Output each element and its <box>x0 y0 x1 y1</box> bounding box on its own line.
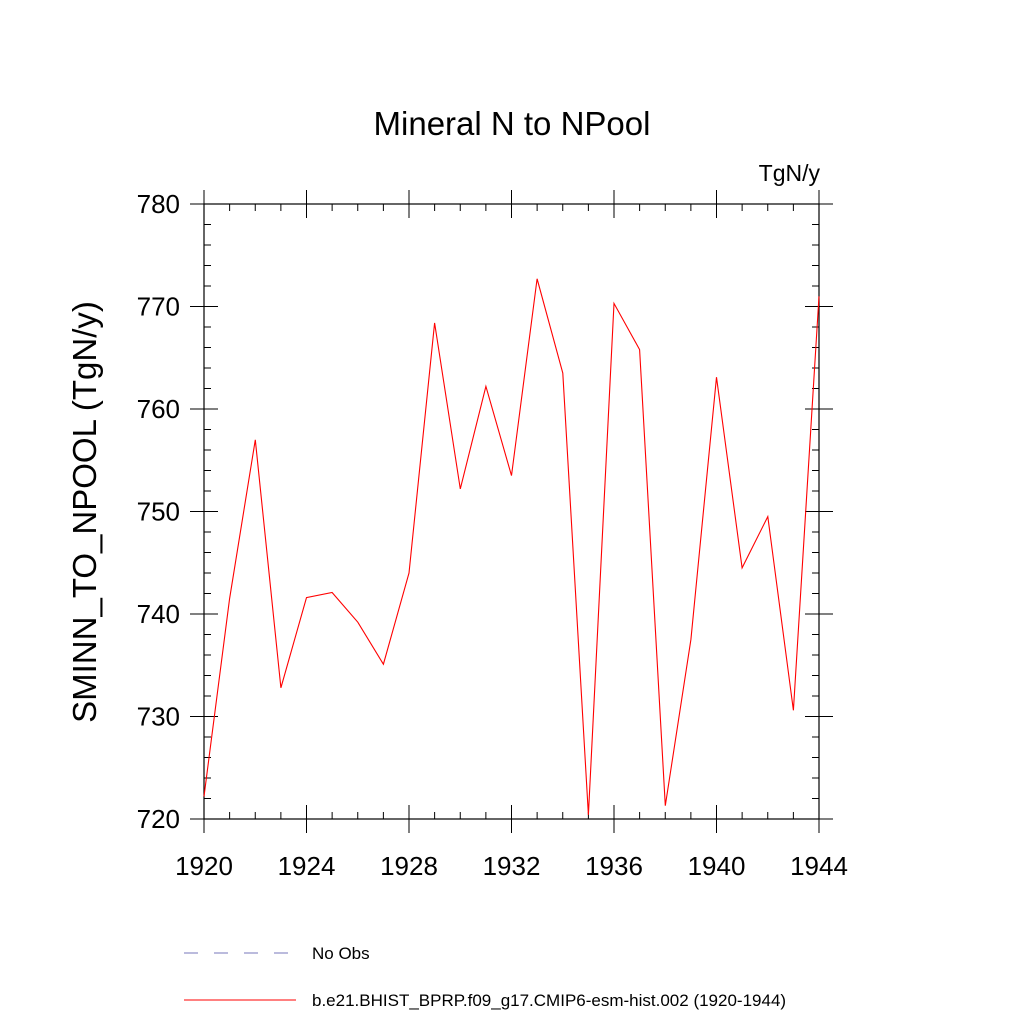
y-tick-label: 720 <box>137 804 180 834</box>
units-label: TgN/y <box>759 160 821 186</box>
axis-ticks <box>190 190 833 833</box>
x-tick-label: 1944 <box>790 851 848 881</box>
legend: No Obs b.e21.BHIST_BPRP.f09_g17.CMIP6-esm… <box>184 944 786 1010</box>
legend-label: No Obs <box>312 944 370 963</box>
legend-label: b.e21.BHIST_BPRP.f09_g17.CMIP6-esm-hist.… <box>312 991 786 1010</box>
y-tick-label: 770 <box>137 292 180 322</box>
y-tick-label: 730 <box>137 702 180 732</box>
x-tick-labels: 1920 1924 1928 1932 1936 1940 1944 <box>175 851 848 881</box>
series-group <box>203 278 820 815</box>
series-line <box>203 278 820 815</box>
x-tick-label: 1924 <box>278 851 336 881</box>
x-tick-label: 1936 <box>585 851 643 881</box>
y-tick-labels: 720 730 740 750 760 770 780 <box>137 189 180 834</box>
y-tick-label: 760 <box>137 394 180 424</box>
y-tick-label: 740 <box>137 599 180 629</box>
x-tick-label: 1932 <box>483 851 541 881</box>
y-tick-label: 780 <box>137 189 180 219</box>
chart-title: Mineral N to NPool <box>374 105 651 142</box>
plot-frame <box>203 203 820 820</box>
x-tick-label: 1920 <box>175 851 233 881</box>
y-axis-label: SMINN_TO_NPOOL (TgN/y) <box>66 301 103 723</box>
x-tick-label: 1940 <box>688 851 746 881</box>
x-tick-label: 1928 <box>380 851 438 881</box>
y-tick-label: 750 <box>137 497 180 527</box>
